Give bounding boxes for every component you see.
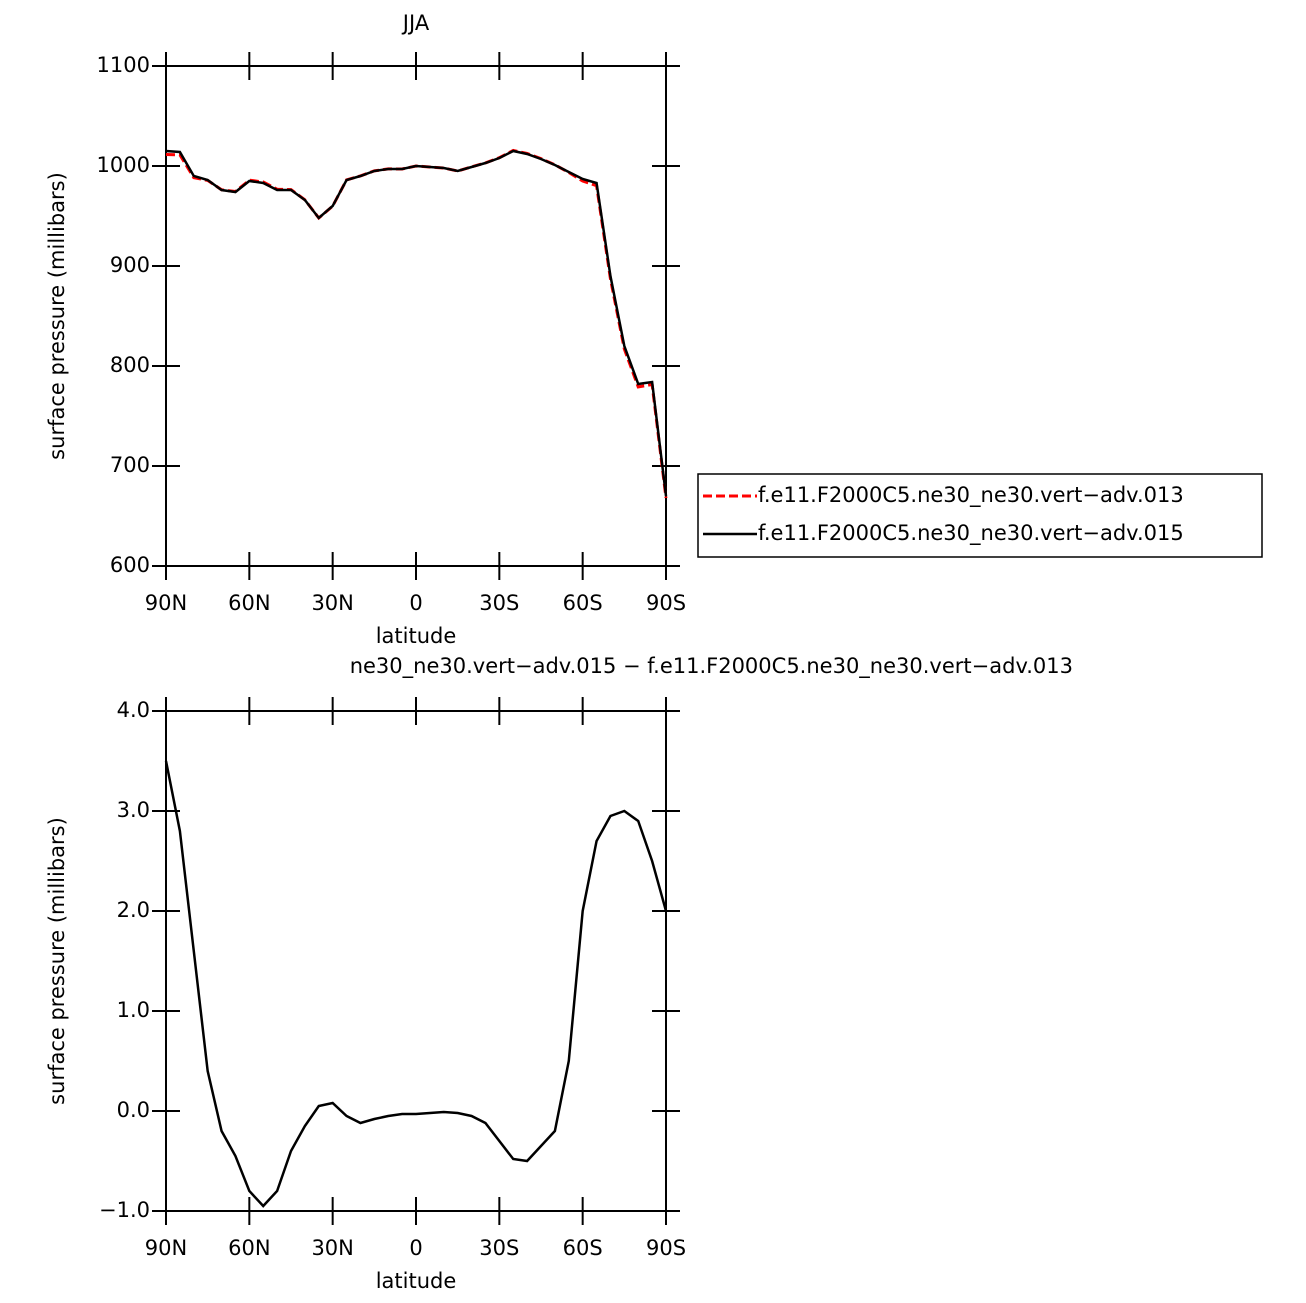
- x-tick-label: 60S: [563, 1236, 603, 1260]
- x-tick-label: 90N: [145, 1236, 187, 1260]
- x-tick-label: 30S: [479, 1236, 519, 1260]
- y-axis-label: surface pressure (millibars): [45, 172, 69, 460]
- x-tick-label: 0: [409, 1236, 422, 1260]
- legend-label: f.e11.F2000C5.ne30_ne30.vert−adv.015: [758, 521, 1184, 546]
- x-tick-label: 90S: [646, 591, 686, 615]
- plot-frame: [165, 710, 667, 1212]
- x-tick-label: 90S: [646, 1236, 686, 1260]
- y-tick-label: 3.0: [117, 798, 150, 822]
- y-tick-label: 4.0: [117, 698, 150, 722]
- data-line: [164, 760, 668, 1208]
- y-tick-label: 2.0: [117, 898, 150, 922]
- y-tick-label: 1100: [97, 53, 150, 77]
- data-line: [165, 148, 668, 499]
- plot-frame: [165, 65, 667, 567]
- y-tick-label: 800: [110, 353, 150, 377]
- chart-title: ne30_ne30.vert−adv.015 − f.e11.F2000C5.n…: [350, 654, 1073, 679]
- x-tick-label: 0: [409, 591, 422, 615]
- legend-box: [697, 473, 1263, 558]
- x-axis-label: latitude: [376, 1269, 457, 1293]
- y-tick-label: 1.0: [117, 998, 150, 1022]
- x-tick-label: 60N: [228, 1236, 270, 1260]
- legend-label: f.e11.F2000C5.ne30_ne30.vert−adv.013: [758, 483, 1184, 508]
- y-tick-label: −1.0: [99, 1198, 150, 1222]
- x-tick-label: 30N: [311, 1236, 353, 1260]
- y-tick-label: 700: [110, 453, 150, 477]
- y-tick-label: 600: [110, 553, 150, 577]
- x-tick-label: 30N: [311, 591, 353, 615]
- y-axis-label: surface pressure (millibars): [45, 817, 69, 1105]
- chart-title: JJA: [401, 11, 430, 35]
- y-tick-label: 1000: [97, 153, 150, 177]
- x-tick-label: 60N: [228, 591, 270, 615]
- x-tick-label: 30S: [479, 591, 519, 615]
- y-tick-label: 900: [110, 253, 150, 277]
- x-axis-label: latitude: [376, 624, 457, 648]
- x-tick-label: 60S: [563, 591, 603, 615]
- x-tick-label: 90N: [145, 591, 187, 615]
- y-tick-label: 0.0: [117, 1098, 150, 1122]
- data-line: [165, 149, 668, 497]
